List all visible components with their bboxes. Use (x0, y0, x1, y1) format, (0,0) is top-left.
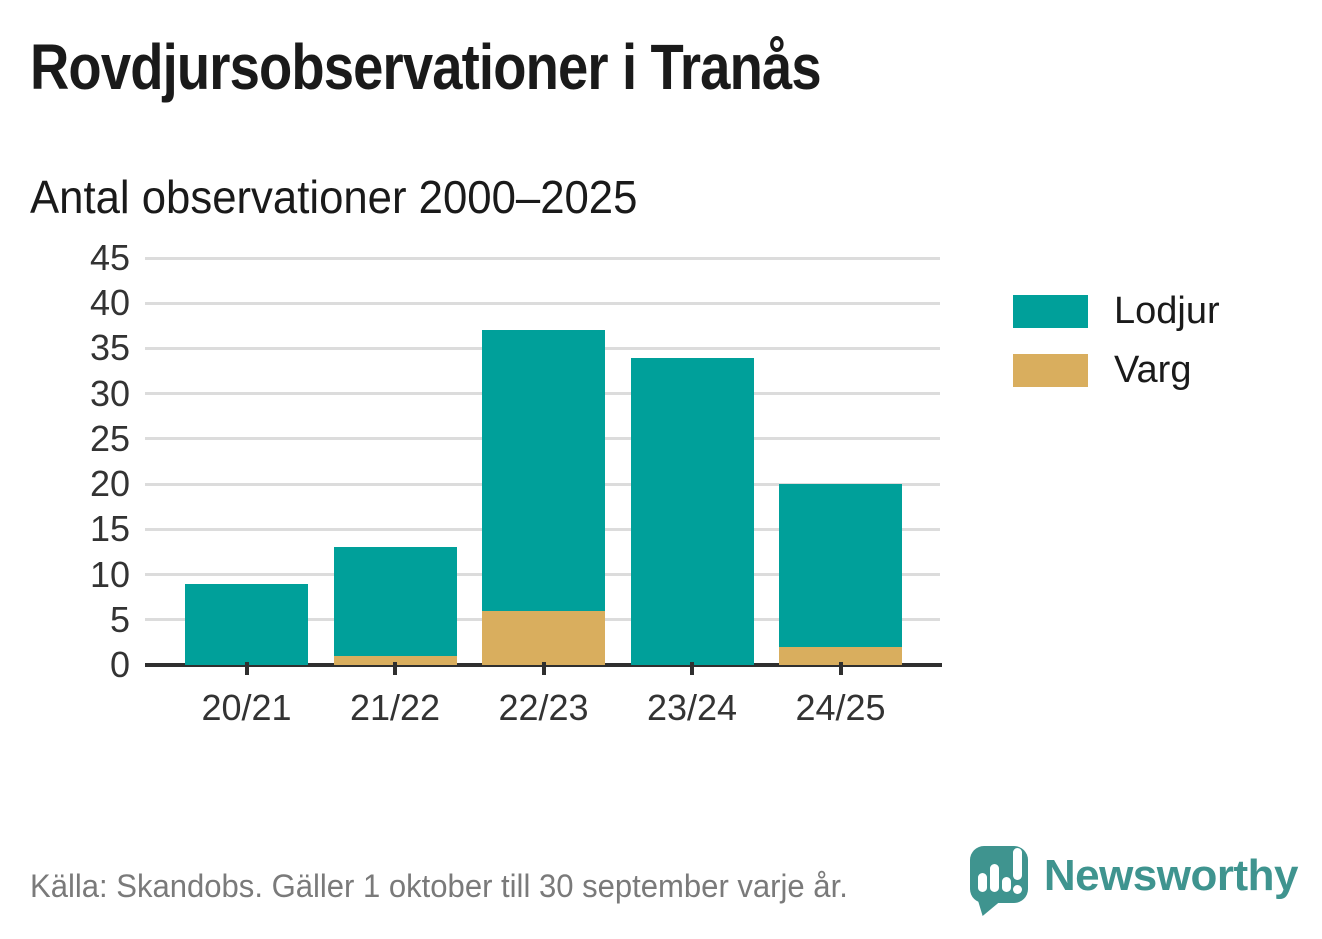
y-tick-label: 35 (89, 327, 130, 369)
x-axis-tick (393, 662, 397, 675)
x-tick-label: 23/24 (646, 687, 738, 728)
logo-chart-bar-icon (1001, 877, 1011, 892)
x-tick-label: 20/21 (201, 687, 292, 728)
bar-22/23 (482, 330, 605, 665)
y-tick-label: 40 (89, 282, 130, 324)
bar-21/22 (333, 547, 457, 665)
gridline-45 (145, 256, 940, 260)
legend-label-lodjur: Lodjur (1114, 290, 1220, 332)
gridline-40 (145, 301, 940, 305)
bar-segment-varg-22/23 (482, 610, 605, 665)
x-tick-label: 22/23 (498, 687, 589, 728)
legend-item-varg: Varg (1013, 349, 1220, 392)
legend-item-lodjur: Lodjur (1013, 290, 1220, 333)
bar-segment-lodjur-24/25 (779, 484, 902, 647)
bar-23/24 (630, 357, 754, 665)
logo-exclamation-dot-icon (1012, 885, 1022, 894)
y-tick-label: 10 (89, 553, 130, 595)
bar-segment-lodjur-23/24 (630, 357, 754, 665)
newsworthy-brand: Newsworthy (969, 840, 1299, 916)
brand-wordmark: Newsworthy (1043, 851, 1299, 900)
x-axis-tick (838, 662, 843, 675)
x-tick-label: 24/25 (795, 687, 886, 728)
bar-segment-varg-24/25 (779, 646, 902, 665)
y-tick-label: 25 (89, 417, 130, 459)
source-note: Källa: Skandobs. Gäller 1 oktober till 3… (30, 868, 848, 904)
y-tick-label: 5 (109, 598, 130, 640)
y-tick-label: 30 (89, 372, 130, 414)
bar-segment-lodjur-21/22 (333, 547, 457, 656)
chart-subtitle: Antal observationer 2000–2025 (30, 171, 638, 223)
y-tick-label: 45 (89, 237, 130, 278)
bar-segment-lodjur-22/23 (482, 330, 605, 611)
bar-24/25 (779, 484, 902, 665)
bar-segment-varg-21/22 (333, 655, 457, 665)
bar-20/21 (185, 583, 308, 665)
x-tick-label: 21/22 (349, 687, 441, 728)
legend-label-varg: Varg (1114, 349, 1192, 391)
logo-chart-bar-icon (977, 873, 987, 892)
y-tick-label: 15 (89, 508, 130, 550)
x-axis-tick (244, 662, 249, 675)
legend-swatch-lodjur (1013, 295, 1088, 328)
plot-area: 0 5 10 15 20 25 30 35 40 45 20/21 21/22 22/23 23/24 24… (90, 240, 942, 728)
logo-chart-bar-icon (989, 864, 999, 892)
bar-segment-lodjur-20/21 (185, 583, 308, 665)
y-tick-label: 20 (89, 463, 130, 505)
legend-swatch-varg (1013, 354, 1088, 387)
chart-title: Rovdjursobservationer i Tranås (30, 31, 822, 103)
x-axis-tick (690, 662, 694, 675)
logo-exclamation-icon (1012, 848, 1022, 880)
x-axis-tick (541, 662, 546, 675)
speech-bubble-tail (977, 900, 1002, 916)
y-tick-label: 0 (109, 644, 130, 685)
chart-legend: Lodjur Varg (1013, 290, 1220, 392)
newsworthy-logo-icon (969, 840, 1028, 916)
